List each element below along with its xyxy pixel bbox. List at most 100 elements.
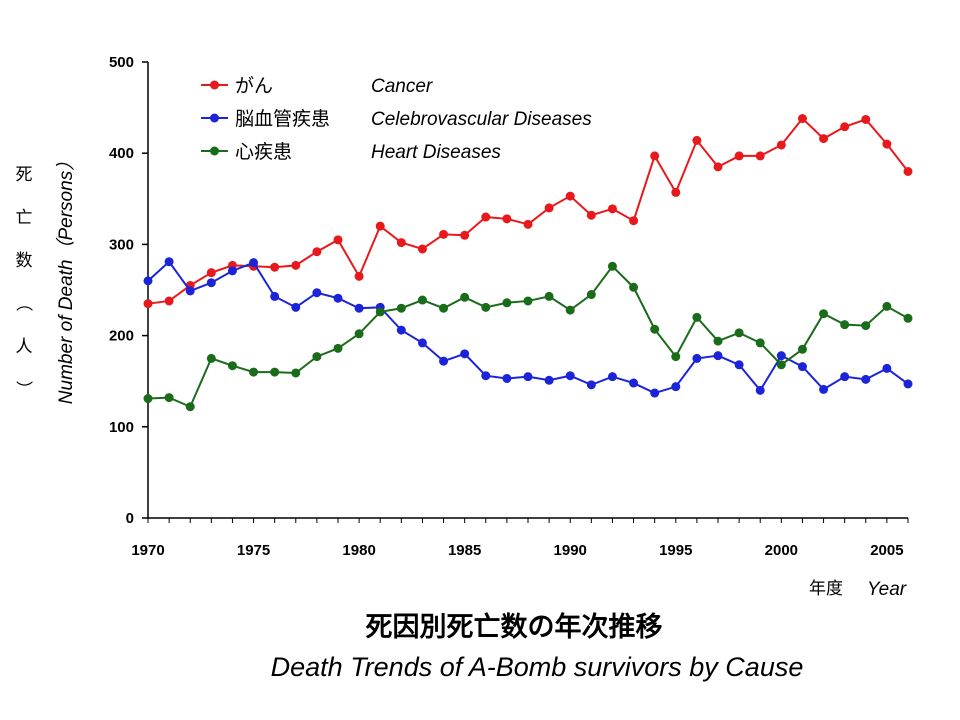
data-point <box>185 402 195 412</box>
data-point <box>565 371 575 381</box>
chart-title: 死因別死亡数の年次推移 <box>366 611 663 643</box>
data-point <box>439 303 449 313</box>
data-point <box>840 320 850 330</box>
data-point <box>607 261 617 271</box>
data-point <box>375 221 385 231</box>
y-tick-label: 200 <box>109 328 134 345</box>
data-point <box>797 362 807 372</box>
data-point <box>354 271 364 281</box>
legend-swatch-marker <box>210 146 219 156</box>
data-point <box>797 114 807 124</box>
data-point <box>692 353 702 363</box>
data-point <box>776 360 786 370</box>
y-tick-label: 500 <box>109 54 134 71</box>
data-point <box>227 361 237 371</box>
x-axis-label-ja: 年度 <box>809 579 843 599</box>
y-tick-label: 0 <box>126 510 134 527</box>
legend: がん Cancer 脳血管疾患 Celebrovascular Diseases 心疾患… <box>201 75 592 163</box>
data-point <box>903 313 913 323</box>
data-point <box>671 187 681 197</box>
data-point <box>227 266 237 276</box>
data-point <box>312 288 322 298</box>
data-point <box>502 214 512 224</box>
data-point <box>861 321 871 331</box>
data-point <box>481 371 491 381</box>
data-point <box>671 352 681 362</box>
data-point <box>312 352 322 362</box>
data-point <box>713 336 723 346</box>
data-point <box>291 368 301 378</box>
data-point <box>333 343 343 353</box>
data-point <box>586 290 596 300</box>
data-point <box>692 312 702 322</box>
data-point <box>819 384 829 394</box>
data-point <box>607 204 617 214</box>
data-point <box>206 278 216 288</box>
data-point <box>523 219 533 229</box>
data-point <box>544 291 554 301</box>
y-axis-label: Number of Death（Persons） 死亡数 （ 人 ） <box>13 152 77 404</box>
data-point <box>586 380 596 390</box>
data-point <box>375 307 385 317</box>
data-point <box>460 292 470 302</box>
x-tick-label: 1970 <box>131 542 164 559</box>
x-tick-label: 2005 <box>870 542 903 559</box>
series-layer <box>143 114 913 412</box>
legend-label-en: Celebrovascular Diseases <box>371 109 592 130</box>
data-point <box>354 303 364 313</box>
data-point <box>439 356 449 366</box>
data-point <box>460 230 470 240</box>
data-point <box>882 363 892 373</box>
data-point <box>755 151 765 161</box>
data-point <box>671 382 681 392</box>
data-point <box>354 329 364 339</box>
data-point <box>164 393 174 403</box>
data-point <box>819 309 829 319</box>
legend-item: 心疾患 Heart Diseases <box>201 141 501 163</box>
data-point <box>861 114 871 124</box>
legend-label-ja: 脳血管疾患 <box>235 108 330 130</box>
y-tick-label: 400 <box>109 145 134 162</box>
data-point <box>776 351 786 361</box>
data-point <box>861 374 871 384</box>
data-point <box>439 229 449 239</box>
data-point <box>270 367 280 377</box>
y-axis-label-ja-char: 亡 <box>16 208 33 228</box>
data-point <box>882 139 892 149</box>
y-axis-label-ja-char: ） <box>13 381 33 398</box>
x-axis-label: 年度 Year <box>809 579 907 600</box>
data-point <box>903 379 913 389</box>
data-point <box>396 325 406 335</box>
data-point <box>565 191 575 201</box>
data-point <box>164 296 174 306</box>
y-tick-label: 100 <box>109 419 134 436</box>
x-tick-label: 1990 <box>554 542 587 559</box>
data-point <box>565 305 575 315</box>
data-point <box>840 122 850 132</box>
data-point <box>586 210 596 220</box>
data-point <box>523 296 533 306</box>
legend-label-en: Heart Diseases <box>371 142 501 163</box>
x-tick-label: 2000 <box>765 542 798 559</box>
data-point <box>629 378 639 388</box>
legend-label-ja: 心疾患 <box>235 141 292 163</box>
data-point <box>734 328 744 338</box>
y-axis-label-ja: 死亡数 （ 人 ） <box>13 165 33 398</box>
x-tick-label: 1980 <box>342 542 375 559</box>
legend-label-ja: がん <box>235 75 273 97</box>
series-1 <box>143 114 913 309</box>
data-point <box>270 291 280 301</box>
data-point <box>882 301 892 311</box>
x-tick-label: 1985 <box>448 542 481 559</box>
data-point <box>249 258 259 268</box>
data-point <box>629 216 639 226</box>
data-point <box>417 338 427 348</box>
data-point <box>333 293 343 303</box>
x-tick-label: 1975 <box>237 542 270 559</box>
data-point <box>460 349 470 359</box>
data-point <box>607 372 617 382</box>
data-point <box>840 372 850 382</box>
data-point <box>776 140 786 150</box>
data-point <box>502 298 512 308</box>
